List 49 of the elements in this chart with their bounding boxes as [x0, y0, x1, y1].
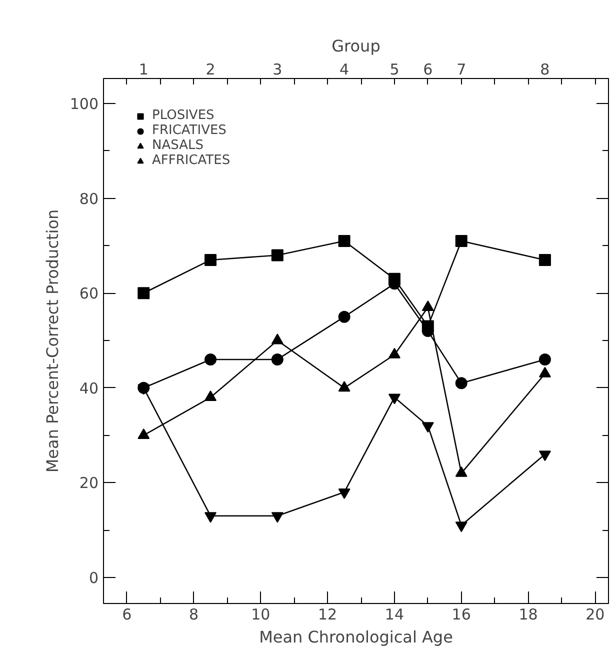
y-tick-label: 40 — [79, 379, 99, 398]
point — [538, 450, 551, 462]
point — [455, 377, 468, 390]
legend-label: NASALS — [152, 138, 204, 153]
point — [138, 287, 150, 300]
point — [204, 512, 217, 523]
x-axis-title: Mean Chronological Age — [259, 628, 453, 646]
x-tick-label: 6 — [122, 606, 132, 624]
text: 6 — [423, 60, 433, 78]
point — [538, 254, 551, 266]
text: 1 — [138, 60, 148, 78]
point — [388, 394, 400, 404]
point — [422, 300, 434, 312]
point — [271, 512, 284, 523]
point — [338, 235, 350, 248]
text: 5 — [390, 60, 400, 78]
x-tick-label: 20 — [586, 606, 605, 624]
legend-label: PLOSIVES — [152, 108, 214, 123]
text: 7 — [456, 60, 466, 78]
x2-axis-title: Group — [332, 36, 380, 56]
legend-label: AFFRICATES — [152, 153, 230, 168]
x-tick-label: 16 — [452, 606, 471, 624]
y-tick-label: 100 — [70, 95, 99, 114]
y-tick-label: 20 — [79, 474, 99, 492]
point — [204, 254, 217, 266]
point — [138, 384, 150, 395]
point — [338, 488, 350, 499]
point — [338, 310, 350, 323]
y-tick-label: 80 — [79, 190, 99, 208]
x-tick-label: 18 — [518, 606, 538, 624]
point — [271, 353, 284, 366]
text: 2 — [206, 60, 216, 78]
x-tick-label: 10 — [251, 606, 270, 624]
point — [204, 353, 217, 366]
x-tick-label: 14 — [384, 606, 404, 624]
point — [455, 522, 468, 532]
text: 3 — [272, 60, 282, 78]
point — [271, 249, 284, 262]
point — [422, 422, 434, 433]
x-tick-label: 8 — [189, 606, 199, 624]
y-tick-label: 0 — [88, 568, 99, 587]
point — [538, 353, 551, 366]
x-tick-label: 12 — [318, 606, 338, 624]
y-axis-title: Mean Percent-Correct Production — [42, 209, 62, 473]
text: 8 — [540, 60, 550, 78]
y-tick-label: 60 — [79, 284, 99, 303]
legend-label: FRICATIVES — [152, 123, 226, 138]
text: 4 — [340, 60, 350, 78]
point — [455, 235, 468, 248]
